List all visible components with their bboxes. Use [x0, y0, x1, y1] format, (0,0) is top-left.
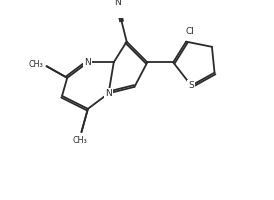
Text: CH₃: CH₃	[73, 136, 87, 145]
Text: N: N	[84, 58, 91, 67]
Text: N: N	[105, 89, 112, 98]
Text: Cl: Cl	[185, 27, 195, 36]
Text: N: N	[114, 0, 121, 7]
Text: S: S	[189, 81, 194, 90]
Text: CH₃: CH₃	[29, 60, 44, 69]
